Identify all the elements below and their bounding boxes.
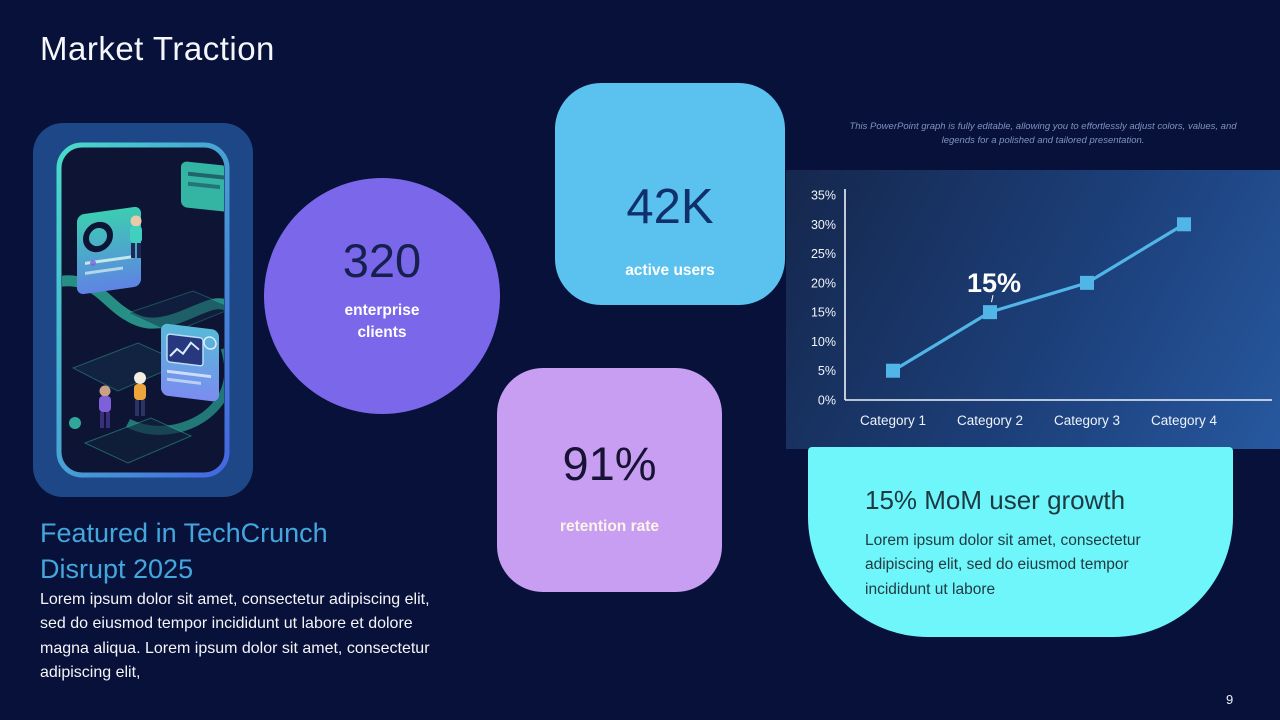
growth-chart: 0% 5% 10% 15% 20% 25% 30% 35% Category 1 Category…	[811, 189, 1272, 428]
stat-label: enterprise clients	[344, 302, 420, 342]
stat-value: 42K	[626, 180, 714, 234]
person-orange	[134, 372, 146, 416]
dashboard-panel-blue	[161, 323, 219, 402]
growth-chart-panel: 0% 5% 10% 15% 20% 25% 30% 35% Category 1 Category…	[786, 170, 1280, 449]
svg-text:Category 1: Category 1	[860, 413, 926, 428]
stat-enterprise-clients: 320 enterprise clients	[264, 178, 500, 414]
svg-text:15%: 15%	[811, 306, 836, 320]
svg-text:35%: 35%	[811, 189, 836, 203]
svg-text:20%: 20%	[811, 276, 836, 290]
svg-text:5%: 5%	[818, 364, 836, 378]
svg-text:10%: 10%	[811, 335, 836, 349]
svg-text:30%: 30%	[811, 218, 836, 232]
svg-text:15%: 15%	[967, 268, 1021, 298]
stat-label: active users	[625, 262, 715, 279]
stat-active-users: 42K active users	[555, 83, 785, 305]
stat-value: 320	[342, 234, 422, 287]
stat-label: retention rate	[559, 518, 660, 535]
svg-text:Category 4: Category 4	[1151, 413, 1218, 428]
chart-editable-note: This PowerPoint graph is fully editable,…	[849, 121, 1237, 146]
slide-title: Market Traction	[40, 30, 275, 67]
svg-text:0%: 0%	[818, 394, 836, 408]
person-purple	[99, 385, 111, 428]
isometric-phone-illustration	[33, 123, 253, 497]
mom-growth-callout: 15% MoM user growth Lorem ipsum dolor si…	[808, 447, 1233, 637]
svg-text:25%: 25%	[811, 247, 836, 261]
stat-value: 91%	[562, 437, 657, 490]
callout-body: Lorem ipsum dolor sit amet, consectetur …	[865, 532, 1141, 598]
featured-heading: Featured in TechCrunch Disrupt 2025	[40, 518, 328, 584]
svg-text:Category 2: Category 2	[957, 413, 1023, 428]
featured-body: Lorem ipsum dolor sit amet, consectetur …	[40, 591, 430, 681]
stat-retention-rate: 91% retention rate	[497, 368, 722, 592]
svg-text:Category 3: Category 3	[1054, 413, 1120, 428]
page-number: 9	[1226, 692, 1234, 707]
person-teal	[130, 215, 142, 258]
dashboard-panel-teal	[77, 206, 141, 295]
callout-heading: 15% MoM user growth	[865, 485, 1126, 515]
